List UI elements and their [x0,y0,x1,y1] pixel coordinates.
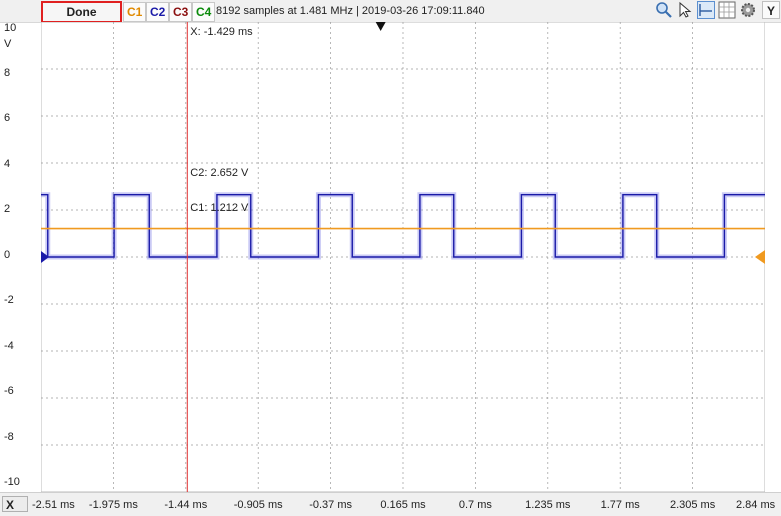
cursor-c2-readout: C2: 2.652 V [190,167,249,179]
toolbar: Done C1 C2 C3 C4 8192 samples at 1.481 M… [0,0,781,23]
y-axis-button[interactable]: Y [762,1,780,19]
y-tick-label: -2 [4,294,14,306]
x-tick-label: 0.165 ms [380,499,426,511]
x-tick-label: 1.77 ms [600,499,640,511]
x-tick-label: -0.37 ms [309,499,352,511]
settings-gear-icon[interactable] [739,1,757,19]
x-tick-label: 1.235 ms [525,499,571,511]
x-tick-label: -2.51 ms [32,499,75,511]
scope-plot-area[interactable]: X: -1.429 ms C2: 2.652 V C1: 1.212 V [41,22,765,492]
acquisition-info: 8192 samples at 1.481 MHz | 2019-03-26 1… [216,5,485,17]
y-tick-label: 6 [4,112,11,124]
cursor-arrow-icon[interactable] [676,1,694,19]
x-tick-label: -1.44 ms [164,499,208,511]
y-tick-label: -8 [4,431,14,443]
horizontal-cursor-icon[interactable] [697,1,715,19]
y-tick-label: -4 [4,340,14,352]
trigger-position-marker[interactable] [375,22,386,31]
channel-c2-button[interactable]: C2 [146,2,170,22]
x-tick-label: -0.905 ms [233,499,283,511]
x-tick-label: 2.305 ms [669,499,716,511]
grid-icon[interactable] [718,1,736,19]
y-axis: 10 V 8 6 4 2 0 -2 -4 -6 -8 -10 [0,22,41,492]
y-tick-label: -6 [4,385,14,397]
y-tick-label: 4 [4,158,11,170]
trace-c2 [41,194,765,258]
y-tick-label: 8 [4,67,11,79]
y-tick-label: -10 [4,476,20,488]
plot-traces [41,192,765,260]
y-unit-label: V [4,38,12,50]
c2-offset-marker[interactable] [41,251,49,263]
x-axis-button[interactable]: X [2,496,28,512]
x-tick-label: -1.975 ms [88,499,138,511]
y-tick-label: 10 [4,22,17,34]
channel-c3-button[interactable]: C3 [169,2,193,22]
run-status-button[interactable]: Done [41,1,122,23]
x-axis-bar: X -2.51 ms -1.975 ms -1.44 ms -0.905 ms -0.3… [0,492,781,516]
cursor-x-readout: X: -1.429 ms [190,26,253,38]
channel-c4-button[interactable]: C4 [192,2,216,22]
c1-offset-marker[interactable] [755,250,765,264]
channel-c1-button[interactable]: C1 [123,2,147,22]
x-tick-label: 0.7 ms [458,499,492,511]
y-tick-label: 2 [4,203,11,215]
x-tick-label: 2.84 ms [736,499,776,511]
zoom-icon[interactable] [655,1,673,19]
y-tick-label: 0 [4,249,11,261]
cursor-c1-readout: C1: 1.212 V [190,202,249,214]
